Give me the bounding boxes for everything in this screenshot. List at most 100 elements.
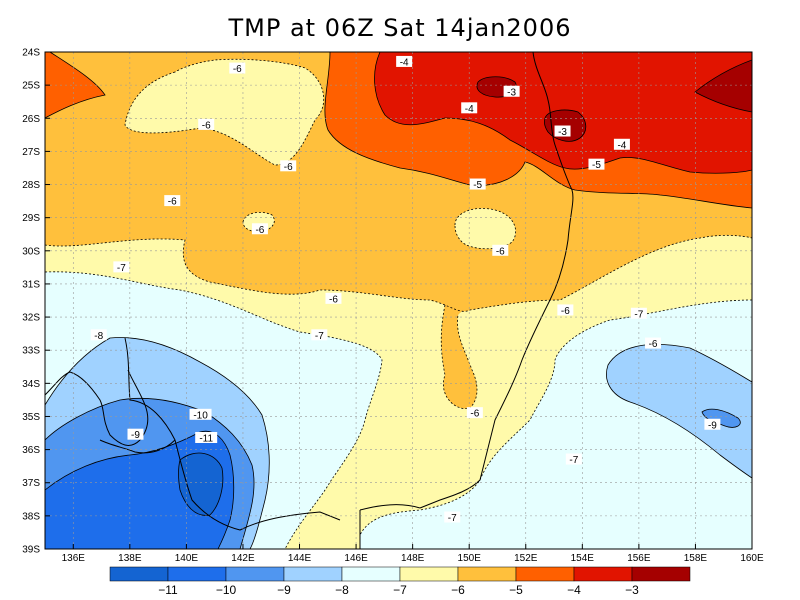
legend-label: −8: [335, 583, 349, 597]
contour-label-text: -5: [592, 160, 601, 171]
contour-label-text: -6: [202, 120, 211, 131]
contour-label: -4: [613, 138, 630, 151]
contour-label-bg: [195, 432, 218, 444]
y-tick-label: 33S: [22, 346, 40, 357]
contour-label-bg: [113, 261, 130, 273]
contour-label-bg: [164, 195, 181, 207]
blob-minus10-east: [702, 409, 741, 428]
contour-label-text: -6: [649, 339, 658, 350]
color-legend: −11 −10 −9 −8 −7 −6 −5 −4 −3: [109, 566, 691, 597]
core-below-minus11: [178, 453, 223, 516]
y-tick-label: 31S: [22, 279, 40, 290]
contour-label-bg: [557, 304, 574, 316]
contour-label-bg: [503, 85, 520, 97]
contour-label: -6: [325, 292, 342, 305]
legend-swatch: [457, 566, 517, 582]
contour-label: -6: [229, 62, 246, 75]
contour-label: -7: [630, 307, 647, 320]
contour-label-bg: [189, 408, 212, 420]
contour-label: -5: [588, 158, 605, 171]
plot-frame: [44, 51, 753, 550]
contour-label: -6: [198, 118, 215, 131]
contour-label-bg: [554, 125, 571, 137]
contour-label-bg: [127, 428, 144, 440]
map-title: TMP at 06Z Sat 14jan2006: [228, 14, 572, 42]
legend-swatch: [341, 566, 401, 582]
legend-swatch: [631, 566, 691, 582]
x-tick-label: 144E: [288, 553, 312, 564]
x-tick-label: 154E: [571, 553, 595, 564]
contour-label-text: -3: [558, 127, 567, 138]
legend-swatch: [109, 566, 169, 582]
y-axis-ticks: 24S 25S 26S 27S 28S 29S 30S 31S 32S 33S 34S 35S 36S 3…: [22, 48, 50, 556]
contour-label-text: -7: [117, 263, 126, 274]
contour-label-text: -4: [465, 104, 474, 115]
y-tick-label: 30S: [22, 246, 40, 257]
contour-label-text: -6: [233, 64, 242, 75]
legend-swatch: [515, 566, 575, 582]
contour-label: -6: [645, 337, 662, 350]
contour-label-text: -6: [329, 294, 338, 305]
contour-label-bg: [311, 329, 328, 341]
contour-label-bg: [466, 407, 483, 419]
contour-label: -6: [164, 195, 181, 208]
y-tick-label: 37S: [22, 478, 40, 489]
state-borders: [45, 52, 574, 549]
contour-label-text: -7: [634, 309, 643, 320]
contour-label-bg: [325, 292, 342, 304]
contour-label: -8: [90, 329, 107, 342]
contour-label: -6: [251, 223, 268, 236]
contour-label: -9: [704, 418, 721, 431]
contour-label-text: -6: [561, 306, 570, 317]
y-tick-label: 26S: [22, 114, 40, 125]
contour-label-text: -7: [448, 513, 457, 524]
legend-label: −6: [451, 583, 465, 597]
contour-label: -7: [565, 453, 582, 466]
y-tick-label: 36S: [22, 445, 40, 456]
y-tick-label: 27S: [22, 147, 40, 158]
region-minus9-east: [606, 344, 752, 478]
x-tick-label: 142E: [231, 553, 255, 564]
legend-label: −7: [393, 583, 407, 597]
y-tick-label: 39S: [22, 545, 40, 556]
legend-label: −10: [216, 583, 237, 597]
contour-label: -7: [311, 329, 328, 342]
x-tick-label: 156E: [627, 553, 651, 564]
contour-label: -6: [557, 304, 574, 317]
y-tick-label: 35S: [22, 412, 40, 423]
x-tick-label: 160E: [740, 553, 764, 564]
corner-minus3-northeast: [695, 60, 752, 112]
y-tick-label: 32S: [22, 313, 40, 324]
contour-label-bg: [492, 244, 509, 256]
contour-label-bg: [645, 337, 662, 349]
x-axis-ticks: 136E 138E 140E 142E 144E 146E 148E 150E 152E 154E…: [62, 544, 764, 564]
contour-label-text: -4: [617, 140, 626, 151]
contour-label: -7: [113, 261, 130, 274]
contour-label-text: -8: [94, 331, 103, 342]
contour-label: -6: [492, 244, 509, 257]
x-tick-label: 138E: [118, 553, 142, 564]
legend-swatch: [283, 566, 343, 582]
legend-swatch: [399, 566, 459, 582]
legend-label: −11: [158, 583, 178, 597]
contour-label-text: -9: [708, 420, 717, 431]
contour-labels: -4 -3 -6 -4 -3 -6 -4 -5 -6 -5 -6 -6 -6 -7 -6 -6 -7 -8 -7 -6…: [90, 55, 721, 524]
contour-label-bg: [588, 158, 605, 170]
contour-label-bg: [469, 178, 486, 190]
y-tick-label: 25S: [22, 81, 40, 92]
x-tick-label: 148E: [401, 553, 425, 564]
y-tick-label: 24S: [22, 48, 40, 59]
island-minus7-east: [455, 208, 516, 249]
y-tick-label: 29S: [22, 213, 40, 224]
contour-label-bg: [251, 223, 268, 235]
contour-label: -3: [503, 85, 520, 98]
contour-label-text: -3: [507, 87, 516, 98]
legend-label: −5: [509, 583, 523, 597]
contour-label: -11: [195, 432, 218, 445]
x-tick-label: 140E: [175, 553, 199, 564]
legend-label: −9: [277, 583, 291, 597]
contour-label: -3: [554, 125, 571, 138]
contour-label-text: -6: [496, 246, 505, 257]
contour-label-bg: [565, 453, 582, 465]
contour-label-bg: [704, 418, 721, 430]
